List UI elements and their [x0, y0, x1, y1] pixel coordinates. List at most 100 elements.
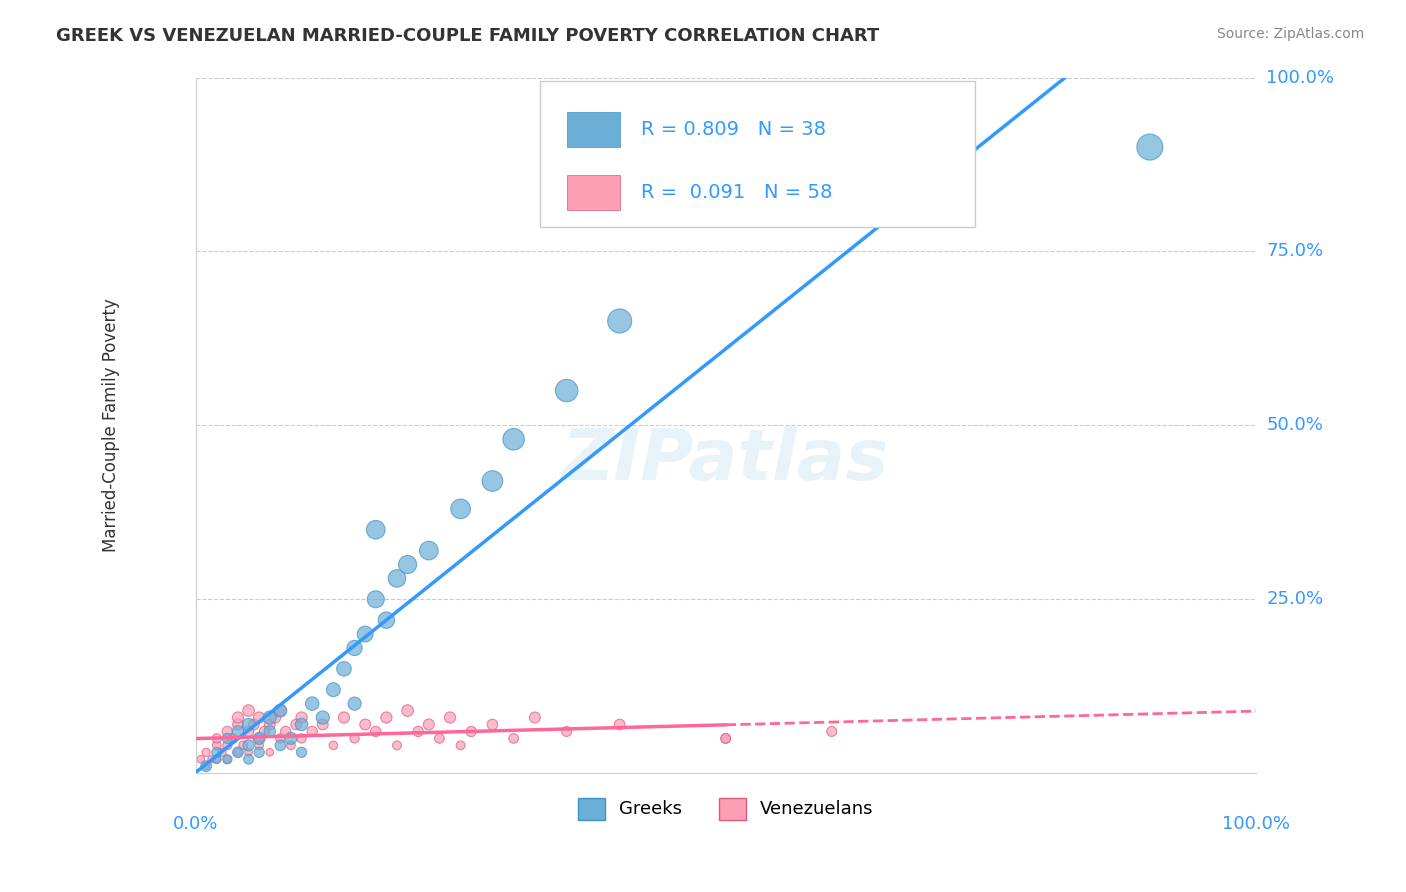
- Point: [502, 731, 524, 746]
- Text: GREEK VS VENEZUELAN MARRIED-COUPLE FAMILY POVERTY CORRELATION CHART: GREEK VS VENEZUELAN MARRIED-COUPLE FAMIL…: [56, 27, 880, 45]
- Text: 25.0%: 25.0%: [1267, 591, 1323, 608]
- Point: [301, 697, 323, 711]
- Point: [238, 704, 260, 718]
- Text: R = 0.809   N = 38: R = 0.809 N = 38: [641, 120, 825, 139]
- Point: [259, 717, 281, 731]
- Point: [259, 710, 281, 724]
- Point: [200, 752, 222, 766]
- Point: [429, 731, 451, 746]
- Text: 50.0%: 50.0%: [1267, 417, 1323, 434]
- Point: [1139, 140, 1161, 154]
- Point: [343, 731, 366, 746]
- Point: [460, 724, 482, 739]
- Point: [385, 739, 408, 753]
- Point: [375, 613, 398, 627]
- Point: [439, 710, 461, 724]
- Text: Married-Couple Family Poverty: Married-Couple Family Poverty: [101, 299, 120, 552]
- Point: [609, 717, 631, 731]
- Point: [232, 739, 254, 753]
- Point: [375, 710, 398, 724]
- Point: [238, 745, 260, 759]
- Text: 75.0%: 75.0%: [1267, 243, 1323, 260]
- Point: [247, 731, 270, 746]
- Point: [195, 745, 218, 759]
- Point: [714, 731, 737, 746]
- Point: [205, 752, 228, 766]
- Point: [280, 739, 302, 753]
- Point: [322, 739, 344, 753]
- Point: [226, 710, 249, 724]
- Point: [609, 314, 631, 328]
- Point: [247, 731, 270, 746]
- Point: [406, 724, 429, 739]
- Point: [354, 627, 377, 641]
- Point: [205, 731, 228, 746]
- Point: [205, 739, 228, 753]
- Point: [253, 724, 276, 739]
- Point: [343, 697, 366, 711]
- Point: [396, 704, 419, 718]
- Point: [221, 731, 243, 746]
- Point: [259, 724, 281, 739]
- Point: [354, 717, 377, 731]
- Point: [195, 759, 218, 773]
- Point: [274, 724, 297, 739]
- Point: [259, 745, 281, 759]
- Point: [264, 710, 287, 724]
- Point: [523, 710, 546, 724]
- Point: [238, 752, 260, 766]
- Point: [481, 474, 503, 488]
- Point: [364, 592, 387, 607]
- Point: [269, 731, 291, 746]
- Point: [190, 752, 212, 766]
- Text: ZIPatlas: ZIPatlas: [562, 425, 890, 495]
- Point: [247, 739, 270, 753]
- Point: [205, 745, 228, 759]
- Point: [450, 739, 472, 753]
- Point: [364, 724, 387, 739]
- Point: [269, 739, 291, 753]
- Point: [269, 704, 291, 718]
- Point: [226, 745, 249, 759]
- Point: [195, 759, 218, 773]
- Point: [217, 739, 239, 753]
- Point: [290, 717, 312, 731]
- Point: [217, 752, 239, 766]
- Point: [269, 704, 291, 718]
- Point: [290, 745, 312, 759]
- Point: [364, 523, 387, 537]
- Point: [555, 724, 578, 739]
- Point: [205, 752, 228, 766]
- Text: R =  0.091   N = 58: R = 0.091 N = 58: [641, 183, 832, 202]
- Point: [238, 717, 260, 731]
- Point: [238, 724, 260, 739]
- Legend: Greeks, Venezuelans: Greeks, Venezuelans: [571, 790, 880, 827]
- Point: [396, 558, 419, 572]
- Text: 100.0%: 100.0%: [1267, 69, 1334, 87]
- Point: [280, 731, 302, 746]
- Point: [418, 717, 440, 731]
- Point: [385, 571, 408, 585]
- Point: [481, 717, 503, 731]
- Point: [343, 640, 366, 655]
- Point: [333, 710, 356, 724]
- Point: [243, 717, 266, 731]
- Point: [450, 501, 472, 516]
- Point: [226, 724, 249, 739]
- Point: [285, 717, 308, 731]
- Point: [247, 710, 270, 724]
- Point: [555, 384, 578, 398]
- Point: [502, 432, 524, 446]
- Point: [312, 710, 335, 724]
- FancyBboxPatch shape: [540, 81, 974, 227]
- Point: [301, 724, 323, 739]
- Point: [211, 745, 233, 759]
- Point: [226, 745, 249, 759]
- Point: [333, 662, 356, 676]
- Point: [418, 543, 440, 558]
- Bar: [567, 175, 620, 210]
- Text: 100.0%: 100.0%: [1222, 815, 1289, 833]
- Point: [238, 739, 260, 753]
- Point: [217, 731, 239, 746]
- Text: Source: ZipAtlas.com: Source: ZipAtlas.com: [1216, 27, 1364, 41]
